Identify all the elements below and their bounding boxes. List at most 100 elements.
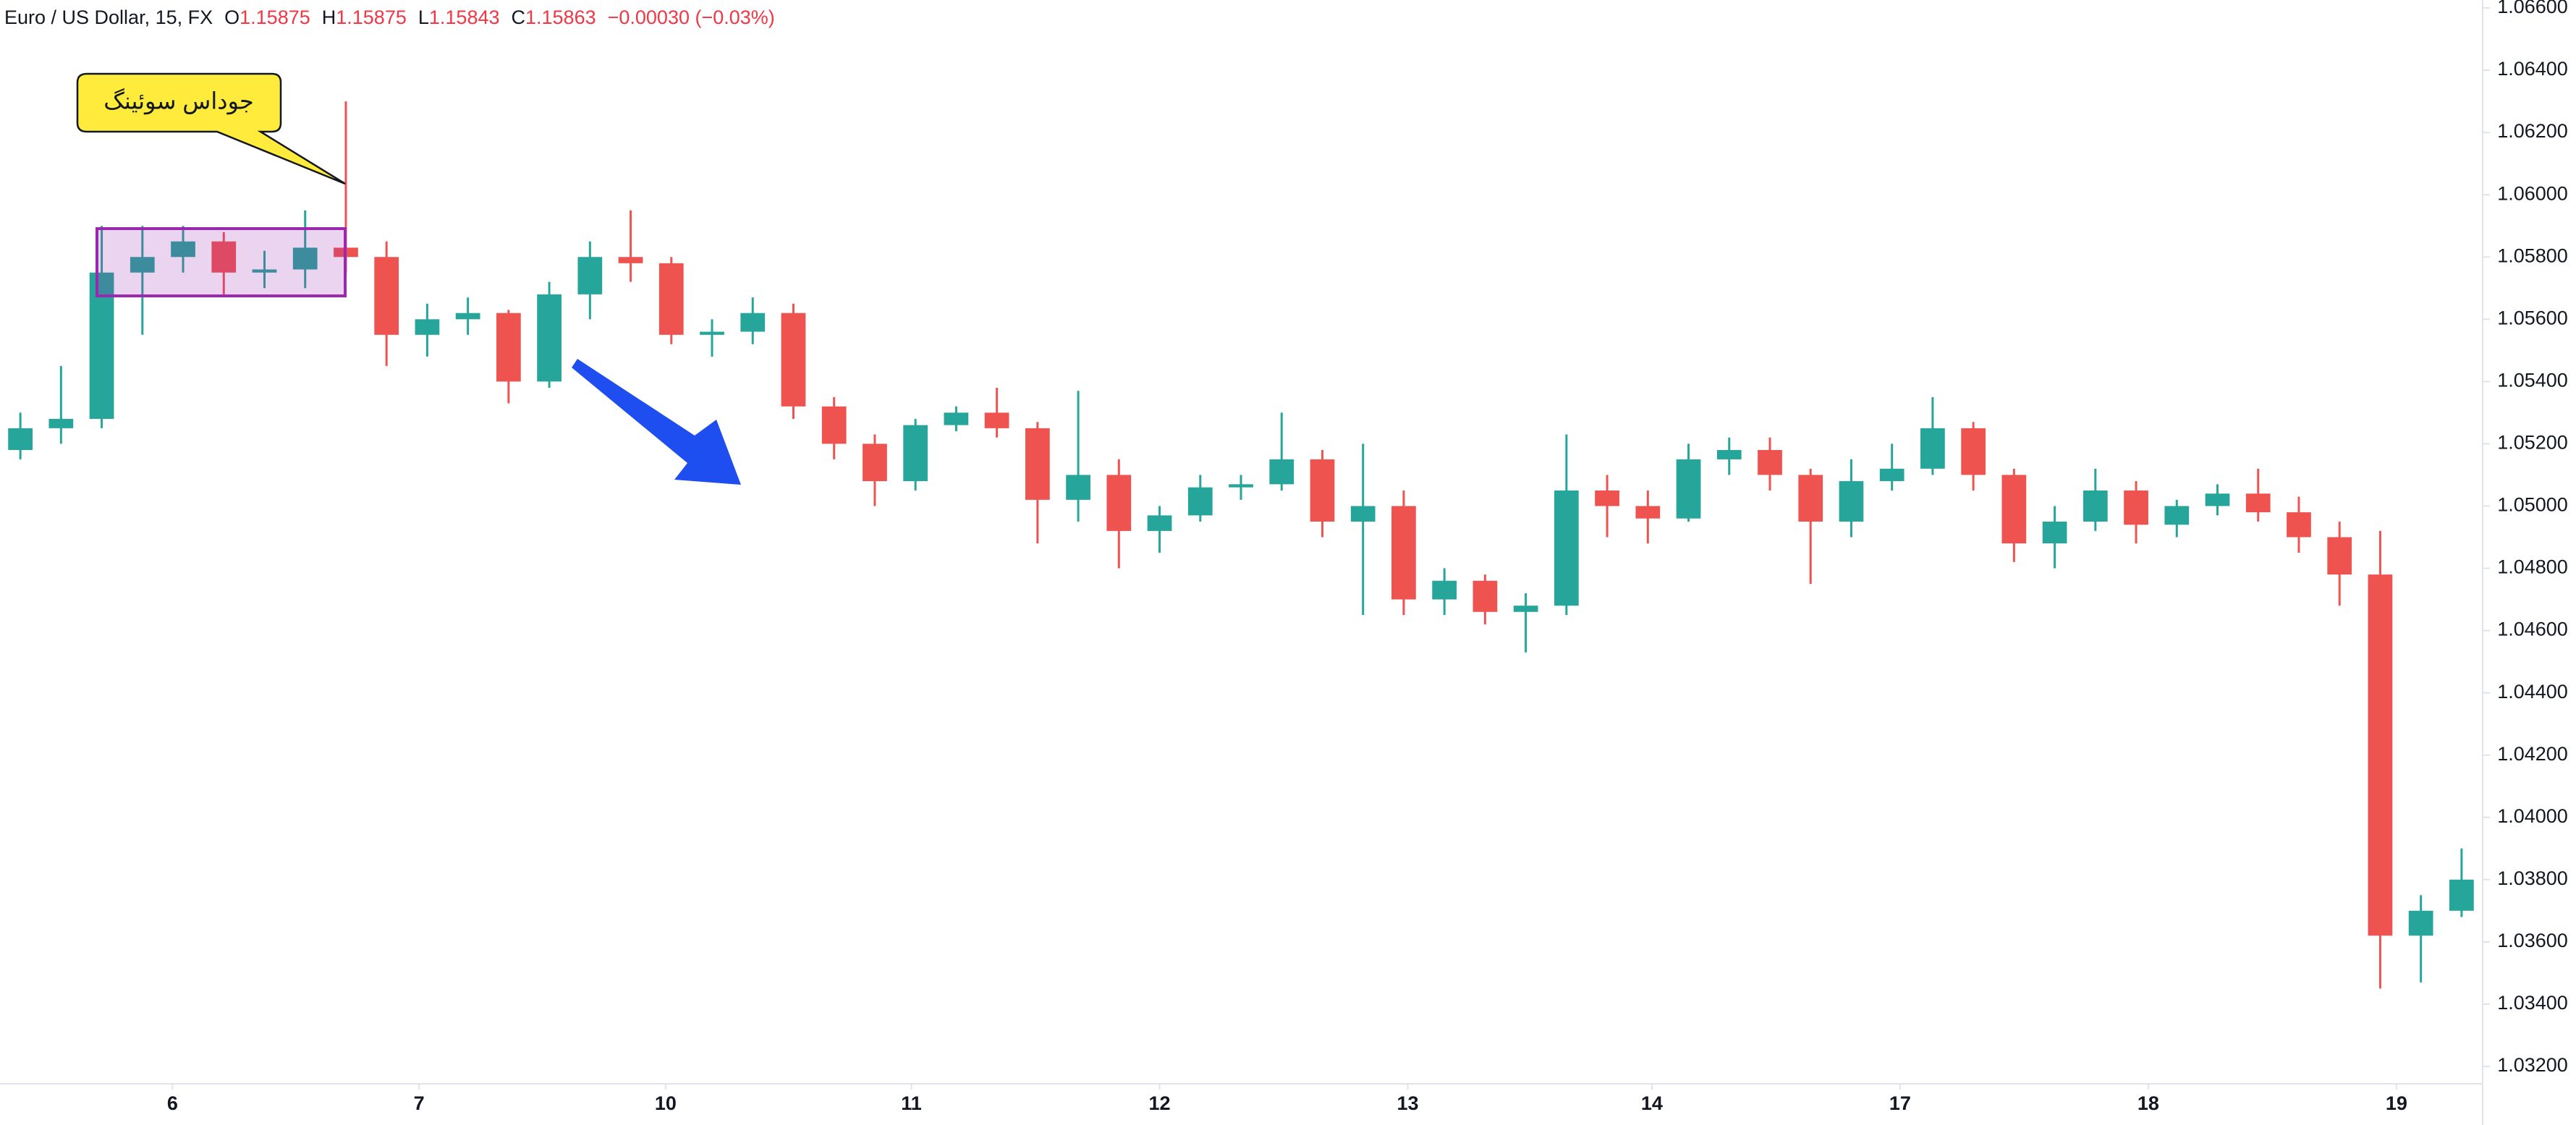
candle-body — [1350, 506, 1376, 522]
candle-body — [863, 443, 887, 482]
candle-body — [2124, 490, 2148, 525]
candle-body — [984, 412, 1009, 428]
high-value: 1.15875 — [336, 7, 407, 28]
candle-body — [374, 257, 399, 335]
candle-body — [700, 331, 724, 335]
y-tick-label: 1.04800 — [2497, 556, 2568, 578]
y-tick-label: 1.05800 — [2497, 245, 2568, 266]
candle-body — [658, 263, 684, 335]
candle-body — [1920, 428, 1945, 469]
candle-body — [48, 418, 74, 428]
candle-body — [1229, 484, 1253, 488]
candle-body — [903, 425, 928, 482]
candle-body — [415, 319, 440, 335]
callout — [76, 72, 346, 185]
candle-body — [2327, 537, 2352, 575]
y-tick-label: 1.06600 — [2497, 0, 2568, 17]
y-tick-label: 1.03600 — [2497, 930, 2568, 951]
candle-body — [8, 428, 33, 451]
candle-body — [1391, 506, 1416, 600]
close-label: C — [512, 7, 526, 28]
low-value: 1.15843 — [429, 7, 500, 28]
candle-body — [2001, 475, 2027, 544]
y-tick-label: 1.03200 — [2497, 1054, 2568, 1076]
candle-body — [1025, 428, 1050, 500]
candle-body — [577, 257, 603, 294]
x-tick-label: 10 — [655, 1092, 677, 1114]
candle-body — [171, 241, 195, 258]
candle-body — [1187, 487, 1213, 516]
candle-body — [740, 313, 766, 332]
candle-body — [1147, 515, 1172, 531]
candle-body — [1310, 459, 1335, 522]
y-tick-label: 1.03800 — [2497, 867, 2568, 889]
y-tick-label: 1.04400 — [2497, 681, 2568, 702]
y-tick-label: 1.06200 — [2497, 120, 2568, 142]
x-tick-label: 14 — [1641, 1092, 1663, 1114]
y-tick-label: 1.06400 — [2497, 58, 2568, 80]
candle-body — [2449, 879, 2474, 911]
candle-body — [292, 247, 318, 270]
candle-body — [1473, 580, 1498, 612]
candle-body — [2408, 910, 2433, 936]
y-tick-label: 1.05400 — [2497, 369, 2568, 391]
candle-body — [1839, 481, 1864, 522]
x-tick-label: 13 — [1397, 1092, 1419, 1114]
symbol: Euro / US Dollar, 15, FX — [4, 7, 213, 28]
range-box — [96, 227, 347, 297]
trend-arrow — [572, 359, 741, 485]
candle-body — [1066, 475, 1090, 500]
low-label: L — [418, 7, 429, 28]
candle-body — [1635, 506, 1661, 519]
candle-body — [2042, 521, 2067, 544]
open-label: O — [224, 7, 240, 28]
candle-body — [1716, 450, 1742, 459]
candle-body — [781, 313, 806, 407]
candle-body — [1798, 475, 1823, 522]
candle-body — [130, 257, 155, 273]
candle-body — [1432, 580, 1457, 600]
y-tick-label: 1.05600 — [2497, 307, 2568, 328]
candle-body — [1513, 606, 1538, 612]
x-tick-label: 6 — [167, 1092, 178, 1114]
y-tick-label: 1.03400 — [2497, 992, 2568, 1014]
candle-body — [821, 406, 847, 444]
candle-body — [496, 313, 521, 382]
candle-body — [537, 294, 562, 382]
y-tick-label: 1.04000 — [2497, 805, 2568, 827]
candle-body — [2368, 574, 2393, 936]
x-tick-label: 17 — [1889, 1092, 1911, 1114]
y-tick-label: 1.05200 — [2497, 432, 2568, 454]
candle-body — [2083, 490, 2108, 522]
x-tick-label: 18 — [2138, 1092, 2159, 1114]
candle-body — [252, 269, 277, 273]
high-label: H — [322, 7, 336, 28]
legend-header: Euro / US Dollar, 15, FX O1.15875 H1.15875… — [4, 7, 775, 28]
x-tick-label: 19 — [2386, 1092, 2407, 1114]
candle-body — [618, 257, 643, 263]
change-value: −0.00030 (−0.03%) — [608, 7, 775, 28]
candle-body — [1676, 459, 1701, 519]
candle-body — [2287, 512, 2311, 538]
callout-text: جوداس سوئینگ — [103, 88, 254, 114]
candle-body — [211, 241, 237, 273]
x-tick-label: 11 — [901, 1092, 922, 1114]
y-tick-label: 1.04600 — [2497, 619, 2568, 640]
candle-body — [1106, 475, 1132, 531]
y-tick-label: 1.05000 — [2497, 494, 2568, 516]
candle-body — [2205, 493, 2230, 506]
candle-body — [1595, 490, 1619, 506]
candle-body — [1554, 490, 1579, 606]
y-tick-label: 1.06000 — [2497, 182, 2568, 204]
candle-body — [2245, 493, 2271, 513]
candles — [8, 101, 2474, 989]
candle-body — [1758, 450, 1782, 475]
x-tick-label: 7 — [414, 1092, 425, 1114]
candle-body — [455, 313, 480, 320]
candle-body — [2164, 506, 2190, 525]
candle-body — [1879, 468, 1905, 482]
candle-body — [1961, 428, 1986, 475]
candle-body — [944, 412, 969, 425]
